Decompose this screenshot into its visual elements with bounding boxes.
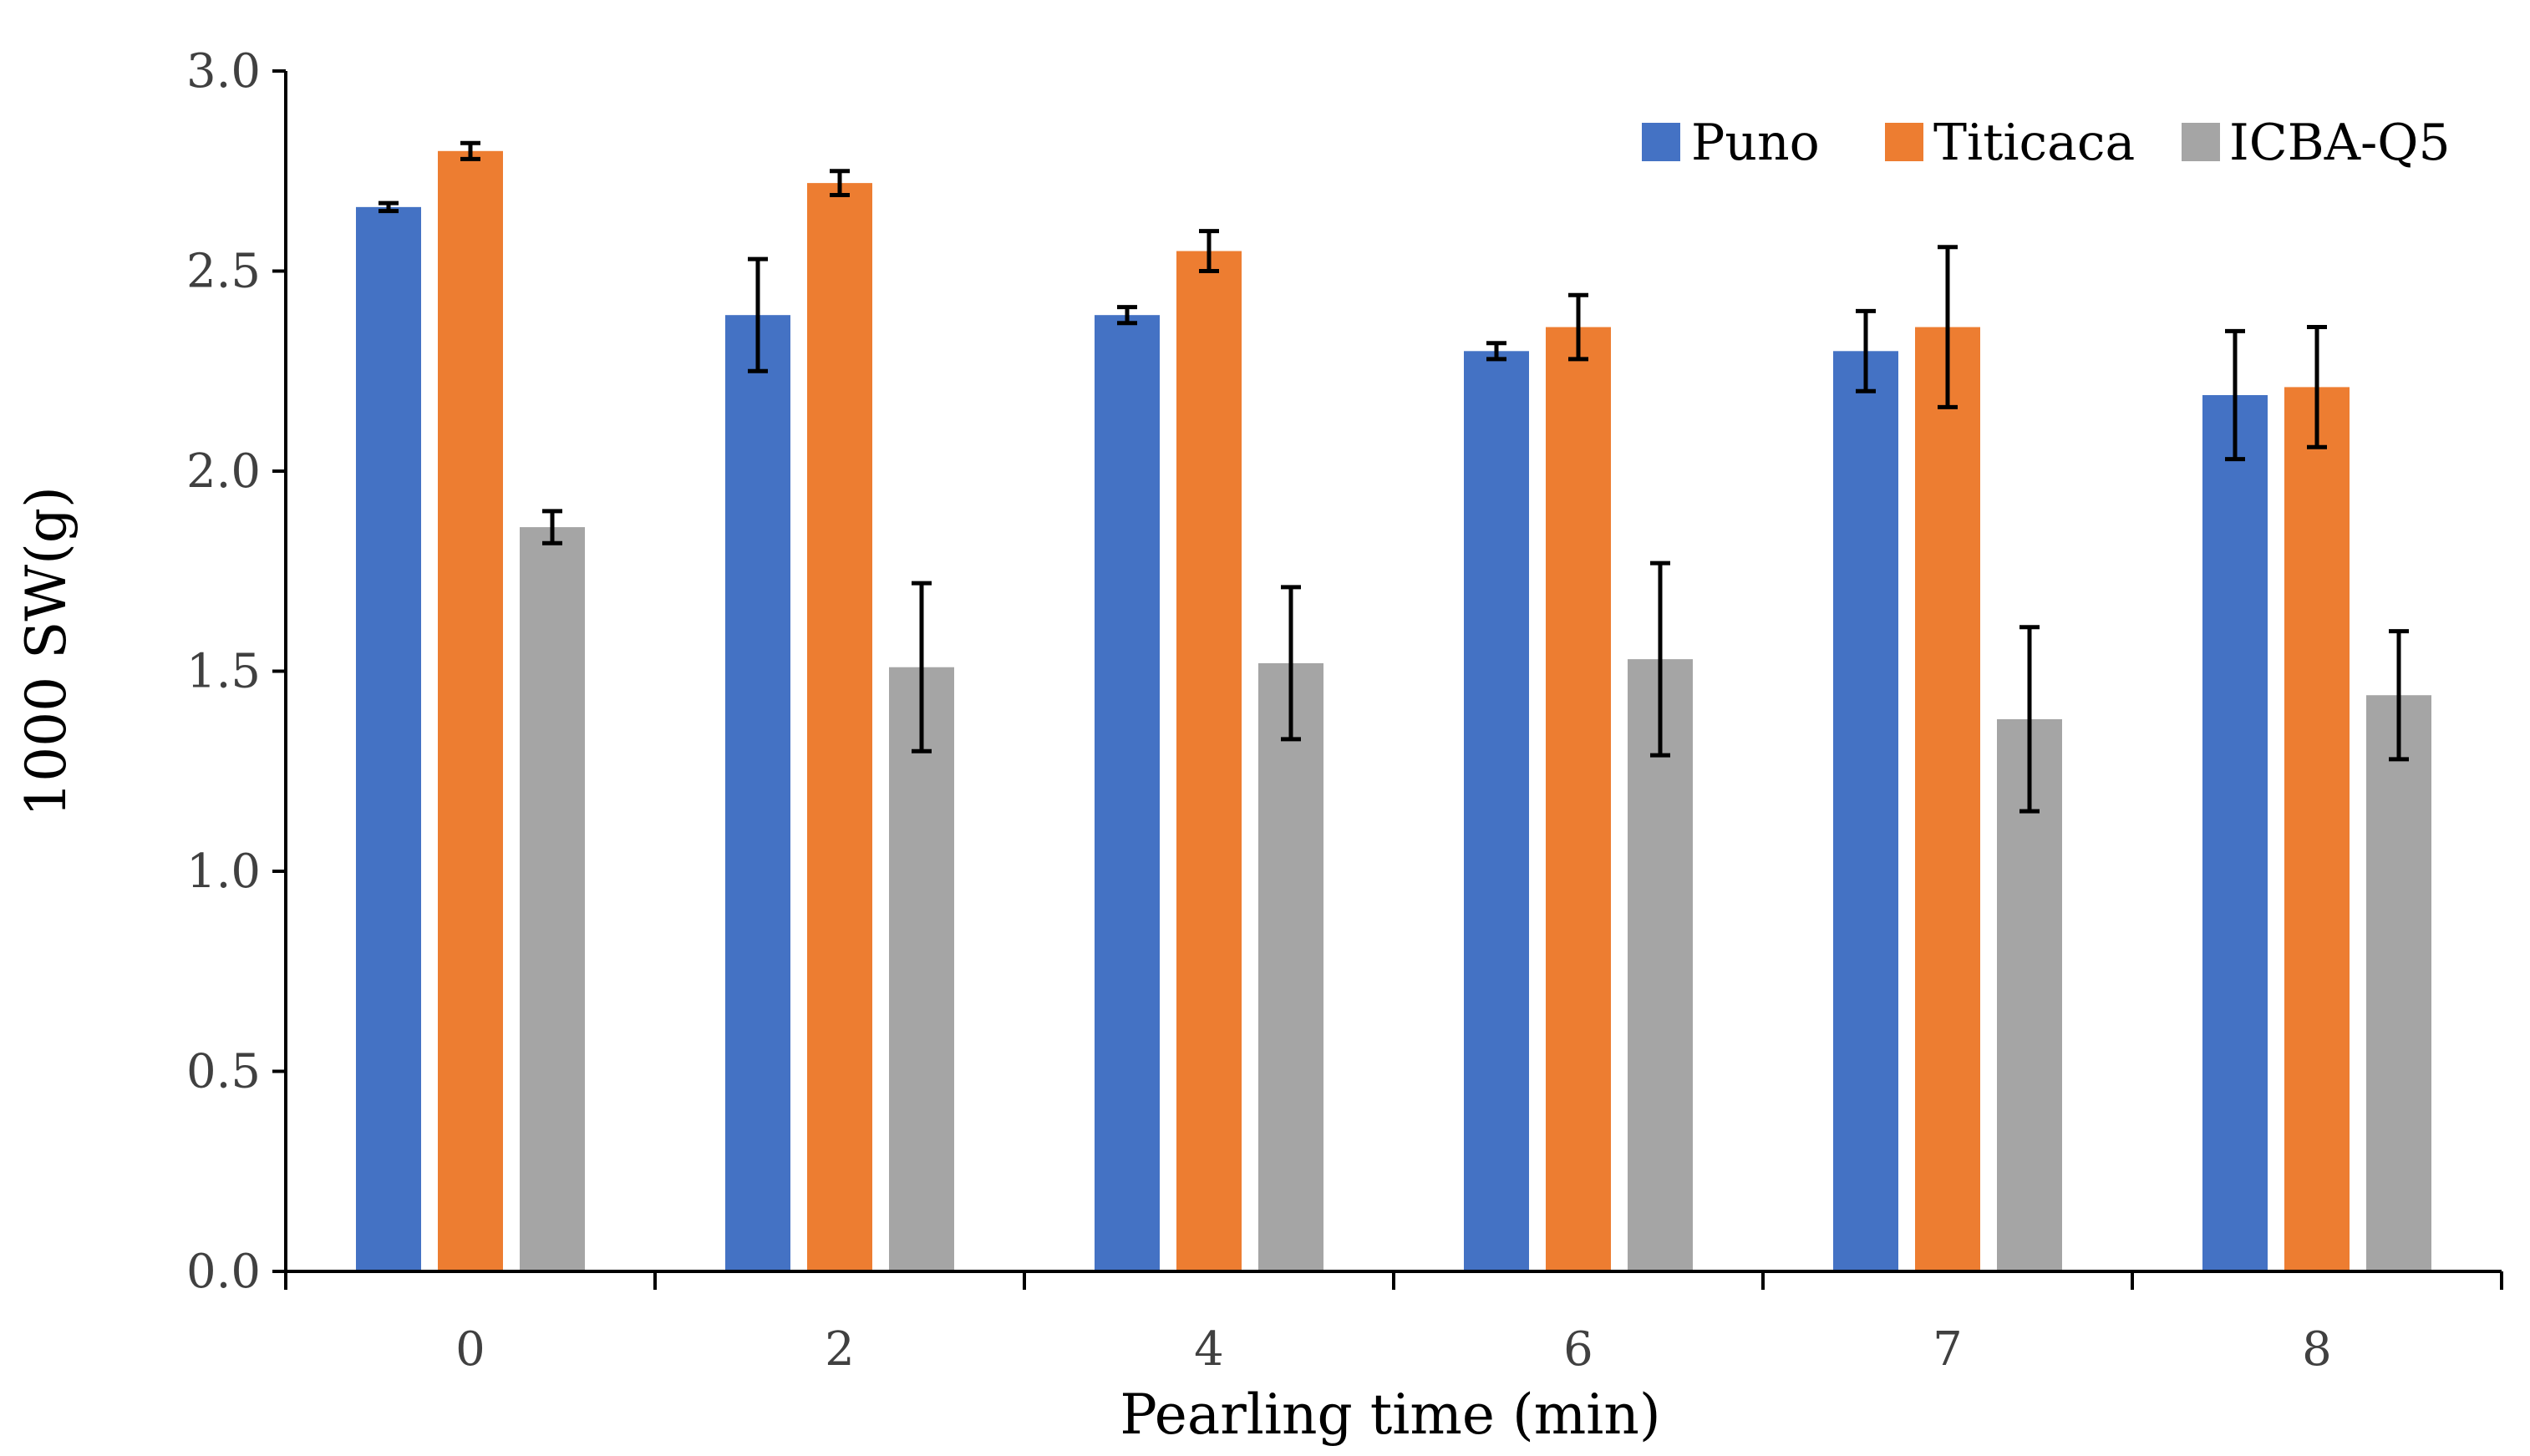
y-tick-label: 0.0: [186, 1245, 261, 1299]
y-tick-label: 1.5: [186, 645, 261, 699]
error-bar-puno-7: [1856, 308, 1876, 393]
error-bar-puno-4: [1117, 305, 1137, 326]
error-bar-titicaca-4: [1199, 229, 1219, 273]
error-bar-puno-0: [378, 200, 399, 214]
bar-puno-7: [1833, 351, 1898, 1271]
error-bars-layer: [378, 140, 2409, 814]
legend-swatch-puno: [1642, 123, 1680, 161]
bar-puno-8: [2202, 394, 2268, 1271]
bar-titicaca-4: [1176, 251, 1242, 1271]
error-bar-titicaca-2: [830, 169, 850, 197]
error-bar-titicaca-0: [460, 140, 480, 161]
bar-icba-q5-6: [1628, 659, 1693, 1271]
legend-swatch-titicaca: [1885, 123, 1923, 161]
bar-icba-q5-2: [889, 667, 954, 1271]
legend: Puno Titicaca ICBA-Q5: [1642, 114, 2451, 172]
error-bar-puno-2: [748, 256, 768, 373]
bar-icba-q5-8: [2366, 695, 2431, 1271]
error-bar-titicaca-7: [1938, 245, 1958, 409]
bar-puno-6: [1464, 351, 1529, 1271]
bar-titicaca-6: [1546, 327, 1611, 1271]
y-tick-label: 2.5: [186, 245, 261, 299]
ticks-layer: 0.0 0.5 1.0 1.5 2.0 2.5 3.0 0 2 4 6 7 8: [186, 44, 2503, 1377]
bar-titicaca-2: [807, 183, 872, 1271]
legend-label-puno: Puno: [1691, 114, 1820, 172]
y-tick-label: 1.0: [186, 845, 261, 899]
error-bar-titicaca-8: [2307, 325, 2327, 449]
bar-titicaca-7: [1915, 327, 1980, 1271]
bars-layer: [356, 150, 2431, 1272]
bar-puno-4: [1095, 315, 1160, 1272]
error-bar-icba-q5-2: [912, 581, 932, 753]
y-tick-label: 2.0: [186, 444, 261, 499]
x-tick-label: 8: [2302, 1322, 2332, 1377]
error-bar-icba-q5-8: [2389, 629, 2409, 762]
x-axis-title: Pearling time (min): [1120, 1382, 1660, 1447]
x-tick-label: 2: [825, 1322, 855, 1377]
legend-label-titicaca: Titicaca: [1933, 114, 2135, 172]
y-axis-title: 1000 SW(g): [14, 486, 79, 817]
y-tick-label: 0.5: [186, 1045, 261, 1099]
bar-icba-q5-0: [520, 527, 585, 1271]
legend-label-icba-q5: ICBA-Q5: [2229, 114, 2451, 172]
error-bar-icba-q5-7: [2019, 625, 2040, 814]
error-bar-icba-q5-6: [1650, 561, 1670, 758]
error-bar-puno-6: [1486, 341, 1506, 362]
x-tick-label: 4: [1194, 1322, 1224, 1377]
error-bar-titicaca-6: [1568, 292, 1588, 362]
bar-icba-q5-4: [1258, 662, 1323, 1271]
axes-layer: [284, 71, 2502, 1273]
bar-puno-0: [356, 206, 421, 1272]
x-tick-label: 0: [455, 1322, 485, 1377]
y-tick-label: 3.0: [186, 44, 261, 99]
x-tick-label: 7: [1933, 1322, 1963, 1377]
x-tick-label: 6: [1563, 1322, 1593, 1377]
bar-titicaca-0: [438, 150, 503, 1271]
bar-titicaca-8: [2284, 387, 2350, 1271]
bar-puno-2: [725, 315, 790, 1272]
error-bar-puno-8: [2225, 328, 2245, 462]
error-bar-icba-q5-4: [1281, 585, 1301, 742]
legend-swatch-icba-q5: [2182, 123, 2220, 161]
error-bar-icba-q5-0: [542, 509, 562, 545]
